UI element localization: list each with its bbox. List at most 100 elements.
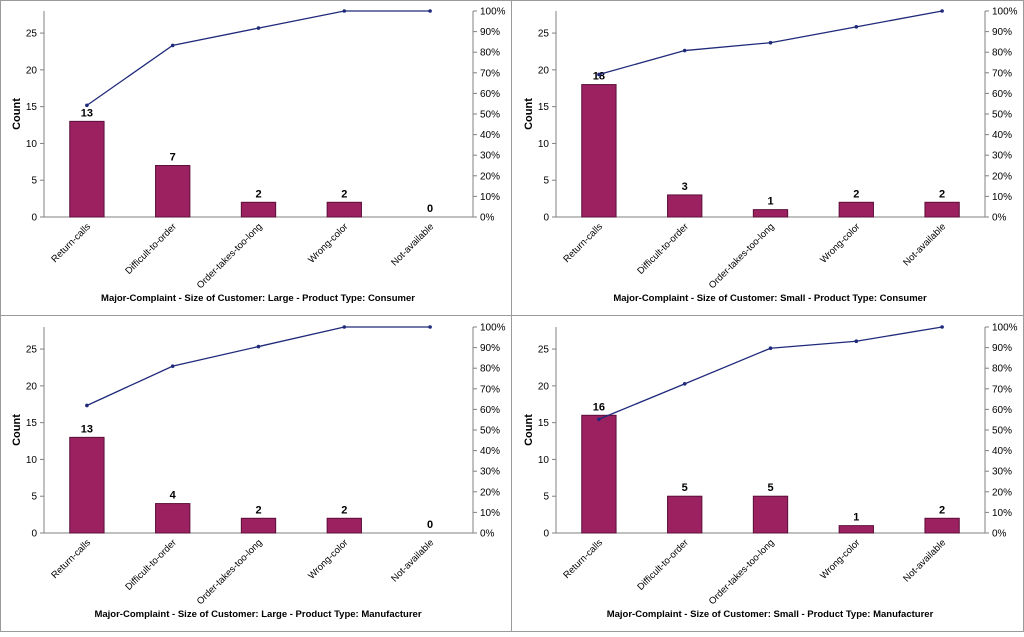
pareto-chart-small-consumer: 0 5 10 15 20 25 0% 10% 20% 30% 40% 50% 60% 70% 80% 90% 1… bbox=[523, 7, 1018, 305]
y-tick-label: 15 bbox=[538, 102, 550, 113]
y-tick-label: 0 bbox=[543, 529, 549, 540]
bar-data-label: 2 bbox=[853, 188, 859, 200]
cumulative-percent-point bbox=[768, 40, 773, 45]
y-tick-label: 20 bbox=[538, 65, 550, 76]
y2-tick-label: 70% bbox=[480, 384, 500, 395]
y-axis-title: Count bbox=[11, 98, 23, 130]
cumulative-percent-point bbox=[170, 364, 175, 368]
y2-tick-label: 100% bbox=[992, 323, 1018, 334]
y-tick-label: 25 bbox=[538, 345, 550, 356]
cumulative-percent-point bbox=[940, 9, 944, 13]
x-category-label: Difficult-to-order bbox=[635, 221, 690, 276]
bar bbox=[838, 201, 874, 218]
y2-tick-label: 90% bbox=[480, 27, 500, 38]
bar-data-label: 16 bbox=[593, 401, 605, 413]
bar bbox=[581, 414, 617, 534]
y2-tick-label: 80% bbox=[480, 48, 500, 59]
y2-tick-label: 30% bbox=[992, 151, 1012, 162]
y2-tick-label: 60% bbox=[480, 89, 500, 100]
bar bbox=[752, 209, 789, 218]
cumulative-percent-point bbox=[428, 9, 432, 13]
cumulative-percent-point bbox=[342, 9, 347, 13]
bar bbox=[924, 201, 960, 218]
cumulative-percent-point bbox=[597, 72, 601, 77]
cumulative-percent-point bbox=[342, 325, 347, 329]
x-category-label: Not-available bbox=[389, 537, 436, 584]
y-axis-title: Count bbox=[523, 414, 535, 446]
y2-tick-label: 0% bbox=[992, 529, 1007, 540]
y2-tick-label: 100% bbox=[992, 7, 1018, 18]
x-category-label: Order-takes-too-long bbox=[195, 537, 265, 607]
bar-data-label: 5 bbox=[767, 482, 773, 494]
y2-tick-label: 10% bbox=[480, 508, 500, 519]
y2-tick-label: 40% bbox=[480, 446, 500, 457]
x-category-label: Wrong-color bbox=[818, 221, 862, 265]
y2-tick-label: 90% bbox=[992, 27, 1012, 38]
chart-panel-small-manufacturer: 0 5 10 15 20 25 0% 10% 20% 30% 40% 50% 60% 70% 80% 90% 1… bbox=[512, 316, 1024, 632]
y2-tick-label: 10% bbox=[992, 508, 1012, 519]
bar bbox=[155, 503, 191, 534]
bar bbox=[69, 436, 105, 534]
y2-tick-label: 0% bbox=[480, 529, 495, 540]
bar bbox=[838, 525, 874, 534]
y-tick-label: 20 bbox=[538, 381, 550, 392]
cumulative-percent-point bbox=[940, 325, 944, 329]
x-category-label: Return-calls bbox=[49, 221, 93, 265]
y2-tick-label: 40% bbox=[992, 130, 1012, 141]
y-tick-label: 10 bbox=[538, 139, 550, 150]
chart-title: Major-Complaint - Size of Customer: Larg… bbox=[94, 609, 421, 620]
y2-tick-label: 100% bbox=[480, 323, 506, 334]
y2-tick-label: 30% bbox=[480, 151, 500, 162]
y2-tick-label: 100% bbox=[480, 7, 506, 18]
cumulative-percent-point bbox=[682, 382, 687, 386]
bar-data-label: 2 bbox=[255, 504, 261, 516]
chart-panel-large-consumer: 0 5 10 15 20 25 0% 10% 20% 30% 40% 50% 60% 70% 80% 90% 1… bbox=[0, 0, 512, 316]
bar-data-label: 7 bbox=[170, 152, 176, 164]
cumulative-percent-point bbox=[768, 346, 773, 351]
y-tick-label: 0 bbox=[543, 213, 549, 224]
y2-tick-label: 20% bbox=[992, 487, 1012, 498]
bar bbox=[326, 517, 362, 534]
y2-tick-label: 30% bbox=[480, 467, 500, 478]
y-tick-label: 10 bbox=[538, 455, 550, 466]
x-category-label: Wrong-color bbox=[818, 537, 862, 581]
x-category-label: Order-takes-too-long bbox=[195, 221, 265, 291]
y2-tick-label: 70% bbox=[992, 68, 1012, 79]
bar-data-label: 3 bbox=[682, 181, 688, 193]
cumulative-percent-line bbox=[86, 10, 431, 106]
y2-tick-label: 10% bbox=[992, 192, 1012, 203]
bar bbox=[581, 84, 617, 218]
x-category-label: Wrong-color bbox=[306, 221, 350, 265]
chart-panel-small-consumer: 0 5 10 15 20 25 0% 10% 20% 30% 40% 50% 60% 70% 80% 90% 1… bbox=[512, 0, 1024, 316]
y-tick-label: 5 bbox=[543, 492, 549, 503]
bar-data-label: 1 bbox=[767, 196, 773, 208]
bar bbox=[240, 201, 277, 218]
y-tick-label: 0 bbox=[31, 529, 37, 540]
y2-tick-label: 20% bbox=[480, 487, 500, 498]
bar bbox=[667, 194, 703, 218]
cumulative-percent-point bbox=[597, 417, 601, 422]
y2-tick-label: 80% bbox=[992, 48, 1012, 59]
bar-data-label: 13 bbox=[81, 107, 93, 119]
x-category-label: Not-available bbox=[389, 221, 436, 268]
y-tick-label: 5 bbox=[31, 176, 37, 187]
y2-tick-label: 40% bbox=[992, 446, 1012, 457]
pareto-chart-small-manufacturer: 05101520250%10%20%30%40%50%60%70%80%90%1… bbox=[523, 323, 1018, 621]
bar bbox=[326, 201, 362, 218]
x-category-label: Not-available bbox=[901, 221, 948, 268]
bar-data-label: 0 bbox=[427, 519, 433, 531]
y2-tick-label: 50% bbox=[992, 426, 1012, 437]
y2-tick-label: 50% bbox=[480, 426, 500, 437]
y2-tick-label: 20% bbox=[480, 171, 500, 182]
x-category-label: Difficult-to-order bbox=[123, 537, 178, 592]
x-category-label: Difficult-to-order bbox=[123, 221, 178, 276]
cumulative-percent-point bbox=[428, 325, 432, 329]
y2-tick-label: 70% bbox=[992, 384, 1012, 395]
bar-data-label: 2 bbox=[939, 188, 945, 200]
y-tick-label: 10 bbox=[26, 455, 38, 466]
y2-tick-label: 30% bbox=[992, 467, 1012, 478]
y-tick-label: 10 bbox=[26, 139, 38, 150]
y2-tick-label: 80% bbox=[480, 364, 500, 375]
y-tick-label: 25 bbox=[538, 29, 550, 40]
y-tick-label: 25 bbox=[26, 29, 38, 40]
